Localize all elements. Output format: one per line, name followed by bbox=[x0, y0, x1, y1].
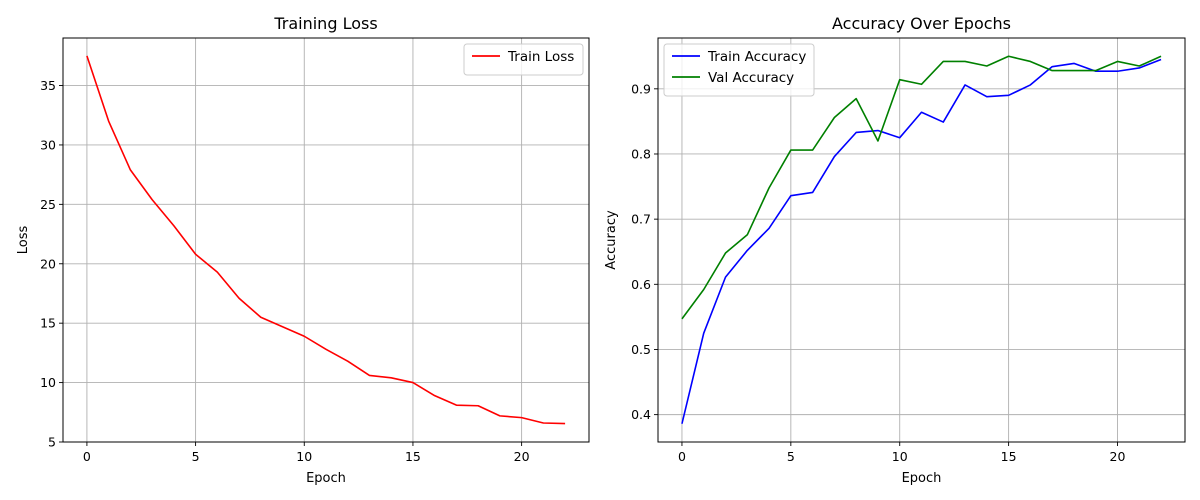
loss-ytick-label: 15 bbox=[40, 316, 56, 331]
accuracy-chart-ylabel: Accuracy bbox=[604, 210, 619, 270]
loss-xtick-label: 10 bbox=[296, 449, 312, 464]
val-accuracy-line bbox=[681, 55, 1162, 320]
accuracy-chart-xlabel: Epoch bbox=[902, 471, 942, 486]
loss-ytick-label: 10 bbox=[40, 375, 56, 390]
loss-chart-title: Training Loss bbox=[273, 14, 377, 33]
train-accuracy-line bbox=[681, 58, 1162, 424]
loss-chart: Training Loss Epoch Loss 0 5 10 15 20 5 10 15 20… bbox=[16, 14, 590, 486]
loss-chart-xlabel: Epoch bbox=[306, 471, 346, 486]
loss-chart-legend: Train Loss bbox=[463, 43, 584, 76]
accuracy-ytick-label: 0.5 bbox=[631, 342, 651, 357]
loss-ytick-label: 25 bbox=[40, 197, 56, 212]
accuracy-xtick-label: 10 bbox=[892, 449, 908, 464]
train-loss-legend-label: Train Loss bbox=[507, 49, 574, 65]
accuracy-ytick-label: 0.4 bbox=[631, 407, 651, 422]
loss-xtick-label: 15 bbox=[405, 449, 421, 464]
accuracy-xtick-label: 0 bbox=[678, 449, 686, 464]
loss-xtick-label: 20 bbox=[514, 449, 530, 464]
accuracy-legend-box bbox=[663, 43, 815, 97]
loss-ytick-label: 5 bbox=[48, 435, 56, 450]
accuracy-chart-title: Accuracy Over Epochs bbox=[832, 14, 1011, 33]
train-accuracy-legend-label: Train Accuracy bbox=[707, 49, 806, 65]
accuracy-ytick-label: 0.8 bbox=[631, 146, 651, 161]
loss-xtick-label: 5 bbox=[192, 449, 200, 464]
train-loss-line bbox=[86, 55, 566, 425]
loss-legend-box bbox=[463, 43, 584, 76]
loss-ytick-label: 35 bbox=[40, 78, 56, 93]
accuracy-xtick-label: 5 bbox=[787, 449, 795, 464]
accuracy-xtick-label: 20 bbox=[1110, 449, 1126, 464]
loss-ytick-label: 30 bbox=[40, 137, 56, 152]
accuracy-chart-frame bbox=[657, 37, 1186, 443]
accuracy-chart: Accuracy Over Epochs Epoch Accuracy 0 5 10… bbox=[604, 14, 1186, 486]
accuracy-xtick-label: 15 bbox=[1001, 449, 1017, 464]
accuracy-ytick-label: 0.9 bbox=[631, 81, 651, 96]
loss-xtick-label: 0 bbox=[83, 449, 91, 464]
loss-chart-frame bbox=[62, 37, 590, 443]
accuracy-ytick-label: 0.7 bbox=[631, 212, 651, 227]
val-accuracy-legend-label: Val Accuracy bbox=[708, 70, 794, 86]
loss-ytick-label: 20 bbox=[40, 256, 56, 271]
accuracy-ytick-label: 0.6 bbox=[631, 277, 651, 292]
accuracy-chart-legend: Train Accuracy Val Accuracy bbox=[663, 43, 815, 97]
loss-chart-ylabel: Loss bbox=[16, 226, 31, 255]
